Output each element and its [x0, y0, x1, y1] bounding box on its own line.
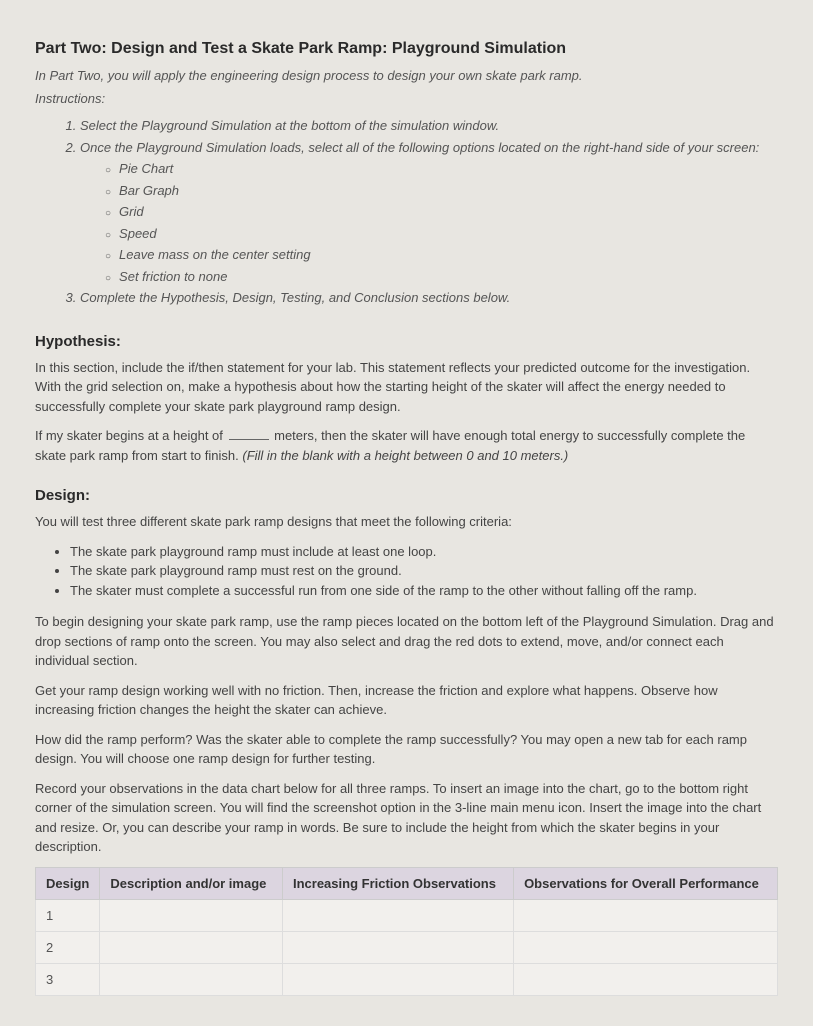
- header-description: Description and/or image: [100, 867, 283, 899]
- design-p5: Record your observations in the data cha…: [35, 779, 778, 857]
- table-row: 1: [36, 899, 778, 931]
- instructions-list: Select the Playground Simulation at the …: [35, 116, 778, 308]
- row-3-friction[interactable]: [282, 963, 513, 995]
- observations-table: Design Description and/or image Increasi…: [35, 867, 778, 996]
- instruction-item-2: Once the Playground Simulation loads, se…: [80, 138, 778, 287]
- row-1-overall[interactable]: [514, 899, 778, 931]
- row-1-design: 1: [36, 899, 100, 931]
- instruction-item-1: Select the Playground Simulation at the …: [80, 116, 778, 136]
- hypothesis-p2a: If my skater begins at a height of: [35, 428, 227, 443]
- sub-option-grid: Grid: [105, 202, 778, 222]
- hypothesis-p2c: (Fill in the blank with a height between…: [242, 448, 568, 463]
- design-p4: How did the ramp perform? Was the skater…: [35, 730, 778, 769]
- sub-option-mass: Leave mass on the center setting: [105, 245, 778, 265]
- intro-text: In Part Two, you will apply the engineer…: [35, 68, 778, 83]
- instruction-item-2-text: Once the Playground Simulation loads, se…: [80, 140, 759, 155]
- hypothesis-p1: In this section, include the if/then sta…: [35, 358, 778, 417]
- table-row: 3: [36, 963, 778, 995]
- row-2-design: 2: [36, 931, 100, 963]
- design-p1: You will test three different skate park…: [35, 512, 778, 532]
- instruction-item-3: Complete the Hypothesis, Design, Testing…: [80, 288, 778, 308]
- row-2-overall[interactable]: [514, 931, 778, 963]
- criteria-2: The skate park playground ramp must rest…: [70, 561, 778, 581]
- design-p2: To begin designing your skate park ramp,…: [35, 612, 778, 671]
- sub-option-pie-chart: Pie Chart: [105, 159, 778, 179]
- document-page: Part Two: Design and Test a Skate Park R…: [0, 0, 813, 1026]
- sub-option-bar-graph: Bar Graph: [105, 181, 778, 201]
- criteria-1: The skate park playground ramp must incl…: [70, 542, 778, 562]
- row-3-description[interactable]: [100, 963, 283, 995]
- criteria-3: The skater must complete a successful ru…: [70, 581, 778, 601]
- table-header-row: Design Description and/or image Increasi…: [36, 867, 778, 899]
- main-title: Part Two: Design and Test a Skate Park R…: [35, 40, 778, 58]
- instructions-label: Instructions:: [35, 91, 778, 106]
- row-2-friction[interactable]: [282, 931, 513, 963]
- table-row: 2: [36, 931, 778, 963]
- header-overall: Observations for Overall Performance: [514, 867, 778, 899]
- hypothesis-p2: If my skater begins at a height of meter…: [35, 426, 778, 465]
- header-design: Design: [36, 867, 100, 899]
- design-heading: Design:: [35, 487, 778, 504]
- design-p3: Get your ramp design working well with n…: [35, 681, 778, 720]
- instruction-sublist: Pie Chart Bar Graph Grid Speed Leave mas…: [80, 159, 778, 286]
- fill-blank-height[interactable]: [229, 439, 269, 440]
- design-criteria-list: The skate park playground ramp must incl…: [35, 542, 778, 601]
- row-3-design: 3: [36, 963, 100, 995]
- header-friction: Increasing Friction Observations: [282, 867, 513, 899]
- row-1-description[interactable]: [100, 899, 283, 931]
- sub-option-speed: Speed: [105, 224, 778, 244]
- row-2-description[interactable]: [100, 931, 283, 963]
- sub-option-friction: Set friction to none: [105, 267, 778, 287]
- row-3-overall[interactable]: [514, 963, 778, 995]
- row-1-friction[interactable]: [282, 899, 513, 931]
- hypothesis-heading: Hypothesis:: [35, 333, 778, 350]
